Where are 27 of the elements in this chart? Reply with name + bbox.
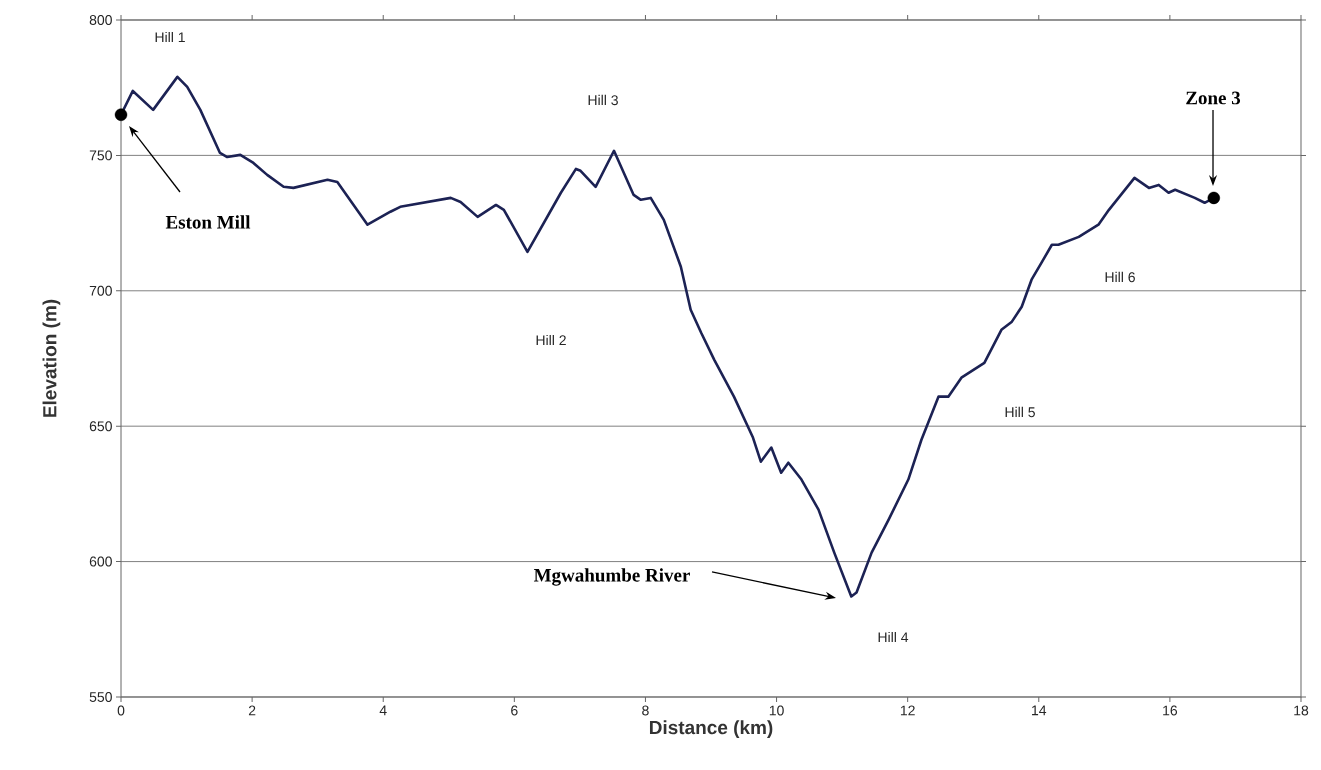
annotation: Hill 1	[155, 31, 185, 43]
x-tick-label: 8	[642, 705, 649, 716]
annotation: Hill 2	[536, 334, 566, 346]
annotation: Eston Mill	[165, 215, 251, 229]
y-tick-label: 800	[89, 15, 112, 25]
x-tick-label: 4	[379, 705, 387, 716]
y-tick-label: 600	[89, 556, 112, 567]
annotation: Hill 6	[1105, 271, 1135, 283]
x-tick-label: 0	[117, 705, 125, 716]
x-tick-label: 16	[1163, 705, 1178, 716]
annotation: Zone 3	[1186, 91, 1241, 105]
x-tick-label: 10	[769, 705, 784, 716]
y-tick-label: 700	[89, 285, 112, 296]
y-tick-label: 650	[89, 421, 112, 432]
annotation: Hill 5	[1005, 406, 1035, 418]
annotation: Mgwahumbe River	[533, 568, 690, 586]
y-tick-label: 550	[89, 692, 112, 702]
x-tick-label: 14	[1032, 705, 1047, 716]
y-axis-title: Elevation (m)	[42, 299, 61, 417]
x-tick-label: 2	[248, 705, 256, 716]
y-tick-label: 750	[89, 150, 112, 161]
x-axis-title: Distance (km)	[649, 720, 773, 738]
x-tick-label: 18	[1294, 705, 1309, 716]
annotation: Hill 4	[878, 631, 909, 643]
x-tick-label: 12	[900, 705, 915, 716]
annotation: Hill 3	[588, 94, 618, 106]
x-tick-label: 6	[511, 705, 518, 716]
